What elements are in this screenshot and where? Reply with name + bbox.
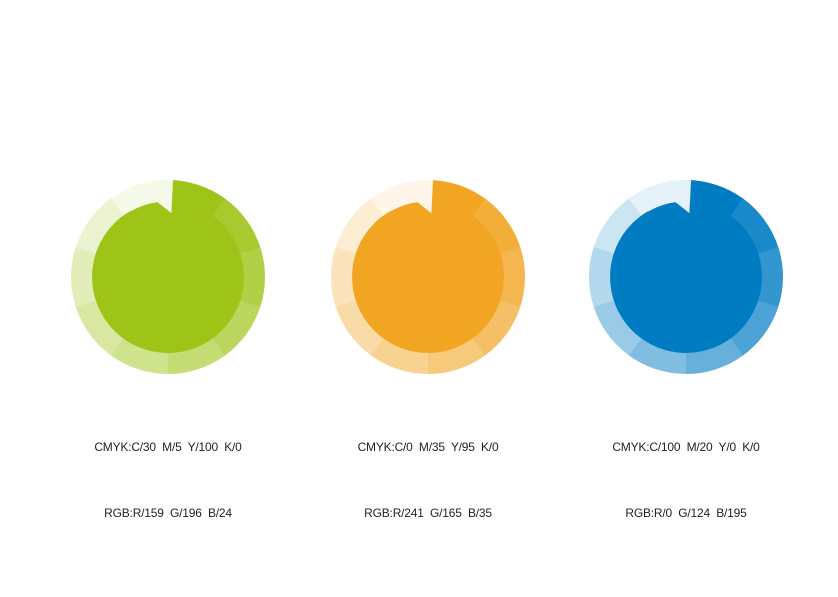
- color-spec-blue: CMYK:C/100 M/20 Y/0 K/0 RGB:R/0 G/124 B/…: [546, 392, 826, 568]
- tint-ring-green: [71, 180, 265, 374]
- rgb-value-orange: RGB:R/241 G/165 B/35: [364, 506, 492, 520]
- notch-wedge: [379, 180, 434, 214]
- tint-ring-orange: [331, 180, 525, 374]
- color-spec-green: CMYK:C/30 M/5 Y/100 K/0 RGB:R/159 G/196 …: [28, 392, 308, 568]
- cmyk-value-green: CMYK:C/30 M/5 Y/100 K/0: [94, 440, 242, 454]
- color-spec-orange: CMYK:C/0 M/35 Y/95 K/0 RGB:R/241 G/165 B…: [288, 392, 568, 568]
- color-disc: [92, 201, 244, 353]
- rgb-value-blue: RGB:R/0 G/124 B/195: [625, 506, 747, 520]
- cmyk-value-blue: CMYK:C/100 M/20 Y/0 K/0: [612, 440, 760, 454]
- color-swatch-orange: CMYK:C/0 M/35 Y/95 K/0 RGB:R/241 G/165 B…: [288, 180, 568, 568]
- rgb-value-green: RGB:R/159 G/196 B/24: [104, 506, 232, 520]
- notch-wedge: [119, 180, 174, 214]
- color-disc: [610, 201, 762, 353]
- color-swatch-green: CMYK:C/30 M/5 Y/100 K/0 RGB:R/159 G/196 …: [28, 180, 308, 568]
- color-swatch-blue: CMYK:C/100 M/20 Y/0 K/0 RGB:R/0 G/124 B/…: [546, 180, 826, 568]
- cmyk-value-orange: CMYK:C/0 M/35 Y/95 K/0: [357, 440, 499, 454]
- color-disc: [352, 201, 504, 353]
- notch-wedge: [637, 180, 692, 214]
- tint-ring-blue: [589, 180, 783, 374]
